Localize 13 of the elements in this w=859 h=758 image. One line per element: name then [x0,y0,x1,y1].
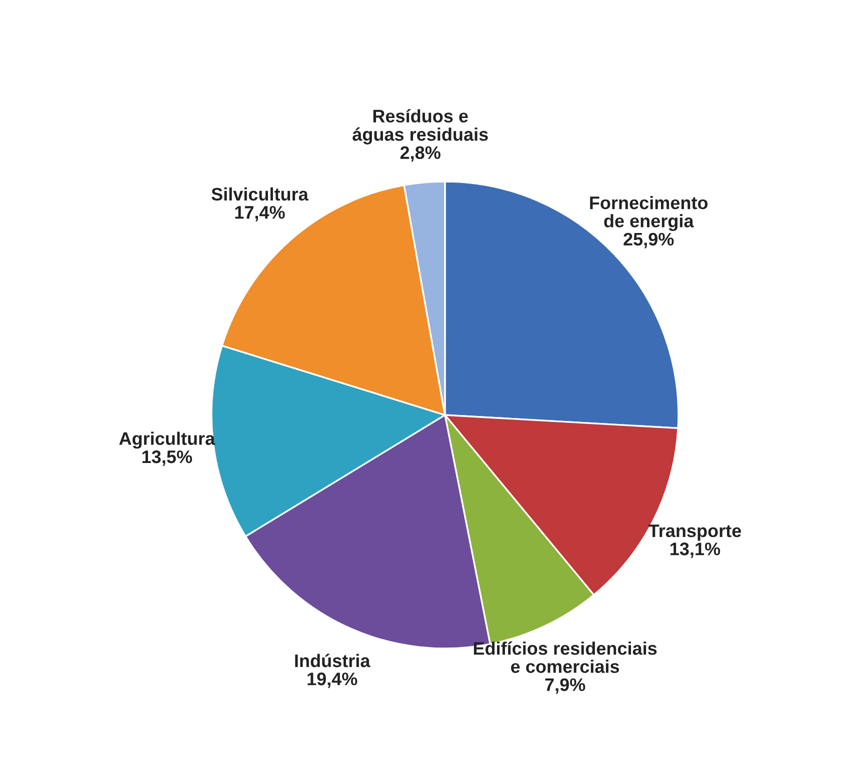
slice-label: Indústria [295,654,370,668]
slice-label: Edifícios residenciais e comerciais [474,641,657,673]
slice-label: Fornecimento de energia [590,196,708,232]
slice-label: Resíduos e águas residuais [352,109,488,144]
data-label: 13,1% [670,542,720,558]
data-label: 17,4% [235,206,285,222]
data-label: 19,4% [308,672,358,688]
data-label: 7,9% [545,678,586,694]
slice-label: Transporte [648,524,742,541]
data-label: 25,9% [624,232,674,248]
data-label: 13,5% [142,450,192,466]
data-label: 2,8% [400,146,440,162]
slice-label: Silvicultura [212,187,308,201]
